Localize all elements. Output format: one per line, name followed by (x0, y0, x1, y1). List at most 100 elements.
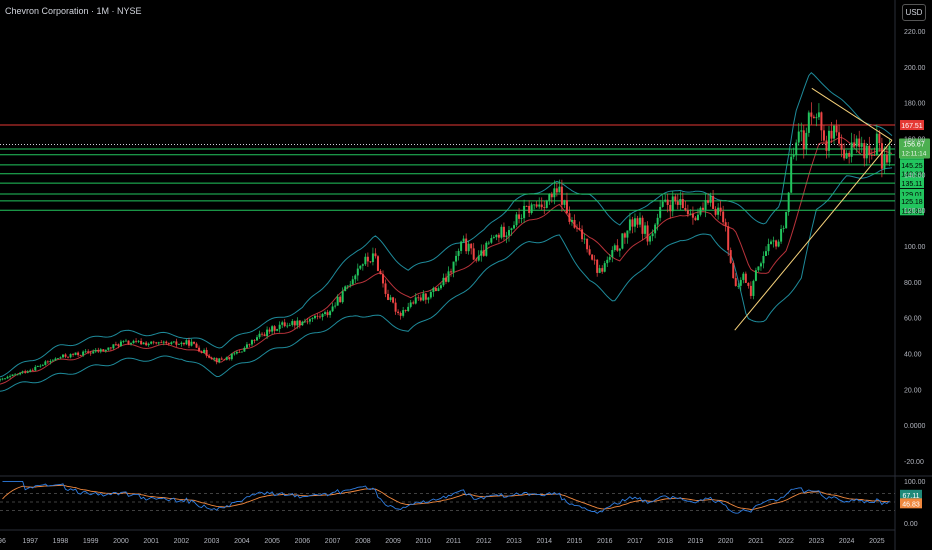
candle-body[interactable] (563, 200, 566, 205)
support-price-tag[interactable] (900, 178, 924, 189)
candle-body[interactable] (560, 186, 563, 205)
candle-body[interactable] (341, 291, 344, 303)
candle-body[interactable] (845, 152, 848, 159)
candle-body[interactable] (795, 142, 798, 156)
support-price-tag[interactable] (900, 189, 924, 200)
candle-body[interactable] (873, 155, 876, 156)
candle-body[interactable] (235, 351, 238, 354)
candle-body[interactable] (288, 324, 291, 326)
candle-body[interactable] (817, 112, 820, 118)
candle-body[interactable] (722, 211, 725, 223)
candle-body[interactable] (545, 200, 548, 208)
candle-body[interactable] (482, 250, 485, 256)
candle-body[interactable] (402, 310, 405, 316)
candle-body[interactable] (455, 255, 458, 262)
triangle-lower-trendline[interactable] (734, 139, 893, 331)
candle-body[interactable] (152, 341, 155, 343)
candle-body[interactable] (210, 357, 213, 360)
rsi-ma-value-tag[interactable] (900, 498, 922, 509)
candle-body[interactable] (747, 282, 750, 286)
candle-body[interactable] (767, 243, 770, 252)
rsi-value-tag[interactable] (900, 489, 922, 500)
candle-body[interactable] (67, 356, 70, 358)
candle-body[interactable] (187, 340, 190, 346)
candle-body[interactable] (802, 130, 805, 150)
candle-body[interactable] (573, 220, 576, 228)
candle-body[interactable] (389, 297, 392, 300)
candle-body[interactable] (200, 351, 203, 353)
candle-body[interactable] (69, 354, 72, 358)
candle-body[interactable] (157, 342, 160, 344)
candle-body[interactable] (268, 329, 271, 332)
candle-body[interactable] (699, 207, 702, 215)
support-price-tag[interactable] (900, 205, 924, 216)
candle-body[interactable] (124, 340, 127, 342)
candle-body[interactable] (291, 321, 294, 325)
candle-body[interactable] (528, 205, 531, 213)
candle-body[interactable] (142, 342, 145, 345)
candle-body[interactable] (850, 142, 853, 157)
candle-body[interactable] (570, 220, 573, 222)
candle-body[interactable] (588, 249, 591, 255)
candle-body[interactable] (613, 245, 616, 251)
candle-body[interactable] (843, 149, 846, 159)
candle-body[interactable] (666, 199, 669, 205)
candle-body[interactable] (719, 207, 722, 212)
currency-button[interactable]: USD (902, 4, 926, 21)
candle-body[interactable] (97, 349, 100, 352)
candle-body[interactable] (684, 208, 687, 211)
candle-body[interactable] (621, 233, 624, 249)
candle-body[interactable] (276, 329, 279, 331)
candle-body[interactable] (271, 326, 274, 332)
candle-body[interactable] (727, 226, 730, 251)
candle-body[interactable] (497, 234, 500, 238)
candle-body[interactable] (470, 243, 473, 249)
candle-body[interactable] (127, 340, 130, 345)
candle-body[interactable] (618, 248, 621, 251)
candle-body[interactable] (623, 233, 626, 238)
candle-body[interactable] (281, 322, 284, 325)
candle-body[interactable] (135, 340, 138, 342)
candle-body[interactable] (256, 337, 259, 341)
candle-body[interactable] (863, 143, 866, 159)
candle-body[interactable] (593, 259, 596, 261)
candle-body[interactable] (646, 225, 649, 242)
candle-body[interactable] (31, 370, 34, 372)
rsi-ma-line[interactable] (2, 484, 890, 510)
candle-body[interactable] (659, 206, 662, 218)
candle-body[interactable] (114, 344, 117, 346)
candle-body[interactable] (238, 351, 241, 353)
candle-body[interactable] (311, 318, 314, 320)
candle-body[interactable] (160, 342, 163, 344)
candle-body[interactable] (858, 138, 861, 147)
candle-body[interactable] (172, 341, 175, 343)
candle-body[interactable] (656, 217, 659, 225)
candle-body[interactable] (99, 349, 102, 352)
horizontal-levels[interactable]: 167.51154.14150.90145.25140.33135.11129.… (0, 120, 930, 216)
candle-body[interactable] (444, 277, 447, 282)
support-price-tag[interactable] (900, 159, 924, 170)
candle-body[interactable] (807, 112, 810, 133)
candle-body[interactable] (278, 324, 281, 330)
candle-body[interactable] (644, 225, 647, 234)
candle-body[interactable] (266, 329, 269, 337)
candle-body[interactable] (61, 354, 64, 358)
candle-body[interactable] (359, 265, 362, 269)
candle-body[interactable] (777, 241, 780, 247)
candle-body[interactable] (392, 297, 395, 303)
candle-body[interactable] (825, 140, 828, 151)
candle-body[interactable] (306, 321, 309, 323)
candle-body[interactable] (447, 271, 450, 282)
candle-body[interactable] (533, 204, 536, 206)
candle-body[interactable] (195, 343, 198, 348)
candle-body[interactable] (379, 270, 382, 275)
candle-body[interactable] (540, 204, 543, 208)
candle-body[interactable] (586, 238, 589, 250)
candle-body[interactable] (633, 218, 636, 227)
candle-body[interactable] (225, 357, 228, 360)
candle-body[interactable] (203, 349, 206, 353)
candle-body[interactable] (6, 376, 9, 379)
candle-body[interactable] (480, 250, 483, 256)
candle-body[interactable] (475, 259, 478, 261)
candle-body[interactable] (598, 268, 601, 273)
